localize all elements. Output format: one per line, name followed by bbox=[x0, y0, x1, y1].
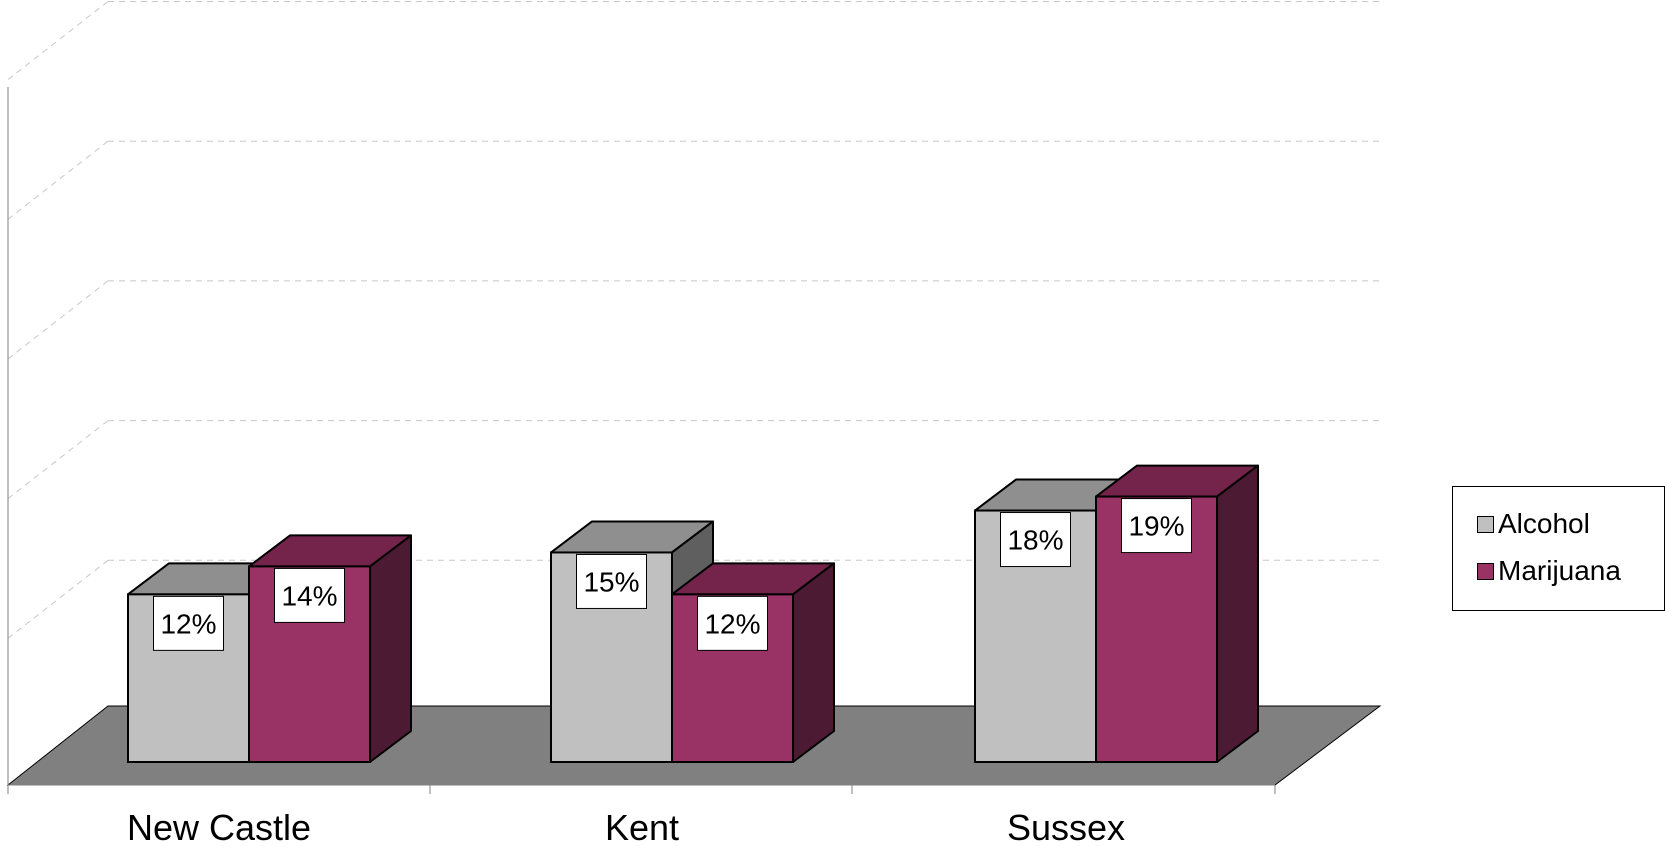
gridline-diagonal bbox=[7, 420, 109, 499]
bar-side-marijuana-new-castle bbox=[369, 534, 412, 763]
legend: Alcohol Marijuana bbox=[1452, 486, 1665, 611]
data-label-alcohol-kent: 15% bbox=[583, 566, 639, 597]
legend-swatch-alcohol bbox=[1477, 515, 1494, 533]
gridline-diagonal bbox=[7, 1, 109, 80]
legend-swatch-marijuana bbox=[1477, 562, 1494, 580]
legend-label-marijuana: Marijuana bbox=[1498, 555, 1621, 586]
bar-alcohol-new-castle bbox=[127, 593, 250, 763]
gridline-diagonal bbox=[7, 559, 109, 639]
gridline-diagonal bbox=[7, 140, 109, 220]
data-label-box-marijuana-kent bbox=[697, 595, 768, 651]
data-label-alcohol-sussex: 18% bbox=[1007, 525, 1063, 556]
data-label-marijuana-kent: 12% bbox=[704, 608, 760, 639]
x-tick-label-kent: Kent bbox=[605, 807, 679, 846]
legend-item-marijuana: Marijuana bbox=[1477, 551, 1621, 591]
data-label-box-alcohol-new-castle bbox=[153, 595, 224, 651]
data-label-marijuana-sussex: 19% bbox=[1128, 511, 1184, 542]
data-label-alcohol-new-castle: 12% bbox=[160, 608, 216, 639]
data-label-marijuana-new-castle: 14% bbox=[281, 580, 337, 611]
data-labels: 12% 14% 15% 12% 18% 19% bbox=[153, 498, 1192, 651]
x-tick-label-new-castle: New Castle bbox=[127, 807, 311, 846]
data-label-box-marijuana-new-castle bbox=[274, 567, 345, 623]
x-tick-label-sussex: Sussex bbox=[1007, 807, 1125, 846]
bar-side-marijuana-kent bbox=[792, 562, 835, 763]
data-label-box-alcohol-kent bbox=[576, 553, 647, 609]
gridline-diagonal bbox=[7, 280, 109, 360]
legend-label-alcohol: Alcohol bbox=[1498, 508, 1590, 539]
category-tick-labels: New Castle Kent Sussex bbox=[127, 807, 1125, 846]
data-label-box-alcohol-sussex bbox=[1000, 512, 1071, 568]
bar-side-marijuana-sussex bbox=[1216, 464, 1259, 763]
data-label-box-marijuana-sussex bbox=[1121, 498, 1192, 554]
legend-item-alcohol: Alcohol bbox=[1477, 504, 1590, 544]
